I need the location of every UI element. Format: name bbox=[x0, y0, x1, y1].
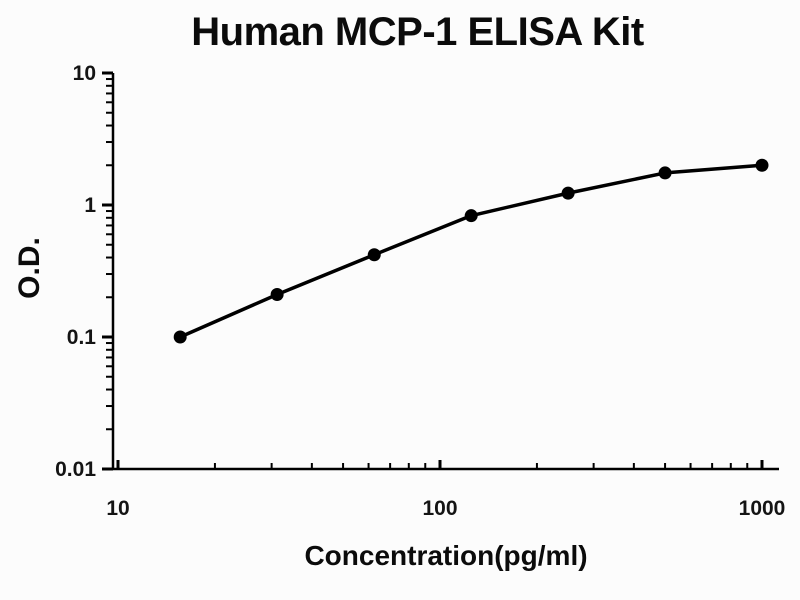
data-point bbox=[464, 209, 478, 223]
x-tick-label: 1000 bbox=[739, 497, 786, 520]
data-point bbox=[270, 287, 284, 301]
y-tick-label: 10 bbox=[73, 62, 96, 85]
x-tick-label: 10 bbox=[106, 497, 129, 520]
data-point bbox=[173, 330, 187, 344]
data-point bbox=[755, 158, 769, 172]
y-tick-label: 0.01 bbox=[55, 458, 96, 481]
chart-title: Human MCP-1 ELISA Kit bbox=[191, 10, 644, 54]
y-tick-label: 0.1 bbox=[67, 326, 97, 349]
data-point bbox=[367, 248, 381, 262]
data-point bbox=[561, 186, 575, 200]
x-tick-label: 100 bbox=[422, 497, 457, 520]
x-axis-title: Concentration(pg/ml) bbox=[304, 540, 588, 571]
y-tick-label: 1 bbox=[84, 194, 96, 217]
curve-line bbox=[178, 163, 764, 339]
data-point bbox=[658, 166, 672, 180]
